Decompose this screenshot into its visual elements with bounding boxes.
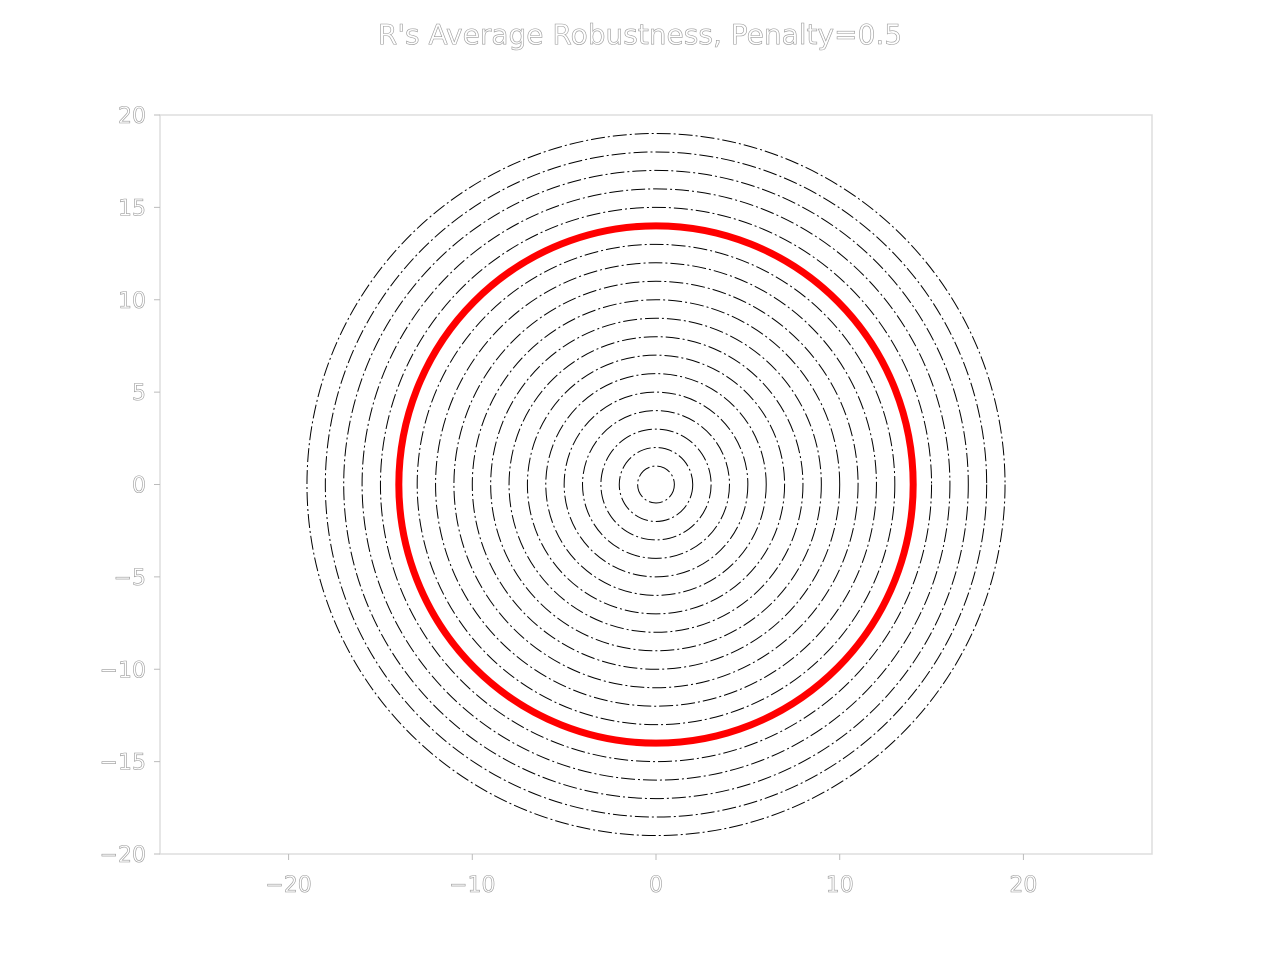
x-tick-label: −20 <box>265 873 311 898</box>
contour-line <box>508 336 804 633</box>
contour-line <box>526 354 786 615</box>
contour-line <box>379 206 933 763</box>
plot-area <box>306 132 1006 837</box>
x-tick-label: −10 <box>449 873 495 898</box>
contour-line <box>490 317 822 652</box>
y-tick-label: 15 <box>118 196 146 221</box>
contour-line <box>361 188 951 781</box>
y-axis: 20 15 10 5 0 −5 −10 −15 −20 <box>99 104 160 868</box>
contour-line <box>324 151 988 818</box>
chart-title: R's Average Robustness, Penalty=0.5 <box>378 18 902 51</box>
x-tick-label: 20 <box>1009 873 1037 898</box>
highlight-contour <box>395 222 917 747</box>
contour-line <box>618 447 694 522</box>
contour-line <box>563 391 749 578</box>
y-tick-label: 0 <box>132 474 146 499</box>
contour-line <box>600 428 712 541</box>
contour-line <box>582 410 730 559</box>
contour-line <box>343 169 969 800</box>
contour-line <box>435 262 877 707</box>
y-tick-label: −5 <box>114 566 146 591</box>
contour-line <box>637 465 675 504</box>
y-tick-label: −10 <box>100 658 146 683</box>
y-tick-label: 5 <box>132 381 146 406</box>
y-tick-label: −20 <box>100 843 146 868</box>
y-tick-label: 10 <box>118 289 146 314</box>
x-tick-label: 0 <box>649 873 663 898</box>
x-axis: −20 −10 0 10 20 <box>265 854 1038 898</box>
y-tick-label: −15 <box>100 751 146 776</box>
y-tick-label: 20 <box>118 104 146 129</box>
contour-line <box>453 280 859 689</box>
x-tick-label: 10 <box>826 873 854 898</box>
contour-line <box>545 373 767 596</box>
contour-line <box>306 132 1006 837</box>
contour-line <box>416 243 896 726</box>
contour-line <box>471 299 841 670</box>
